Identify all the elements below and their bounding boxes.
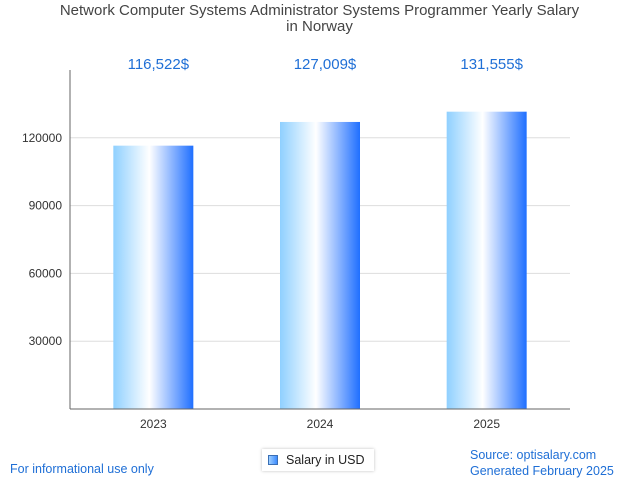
value-label: 127,009$	[294, 56, 357, 73]
bar	[113, 145, 194, 409]
axes	[69, 70, 570, 410]
value-label: 116,522$	[128, 56, 190, 73]
source-link[interactable]: Source: optisalary.com	[470, 448, 597, 462]
x-tick-label: 2025	[473, 417, 500, 431]
disclaimer-text: For informational use only	[10, 462, 154, 476]
bar	[446, 111, 527, 409]
y-tick-label: 60000	[29, 266, 63, 280]
value-label: 131,555$	[460, 56, 523, 73]
chart-title-line-1: Network Computer Systems Administrator S…	[59, 2, 580, 19]
legend-swatch	[268, 455, 278, 465]
legend-label: Salary in USD	[286, 453, 365, 467]
x-tick-label: 2024	[307, 417, 334, 431]
legend: Salary in USD	[262, 449, 374, 471]
y-tick-label: 90000	[29, 199, 63, 213]
generated-date: Generated February 2025	[470, 464, 614, 478]
bar	[280, 121, 360, 410]
chart-title-line-2: in Norway	[286, 18, 353, 35]
y-tick-label: 120000	[22, 131, 62, 145]
chart-title: Network Computer Systems Administrator S…	[0, 3, 639, 35]
labels: 30000 60000 90000 120000 2023 116,522$ 2024 127…	[22, 56, 524, 431]
y-tick-label: 30000	[29, 334, 63, 348]
x-tick-label: 2023	[140, 417, 167, 431]
source-block: Source: optisalary.com Generated Februar…	[470, 447, 614, 479]
bars	[113, 111, 527, 410]
